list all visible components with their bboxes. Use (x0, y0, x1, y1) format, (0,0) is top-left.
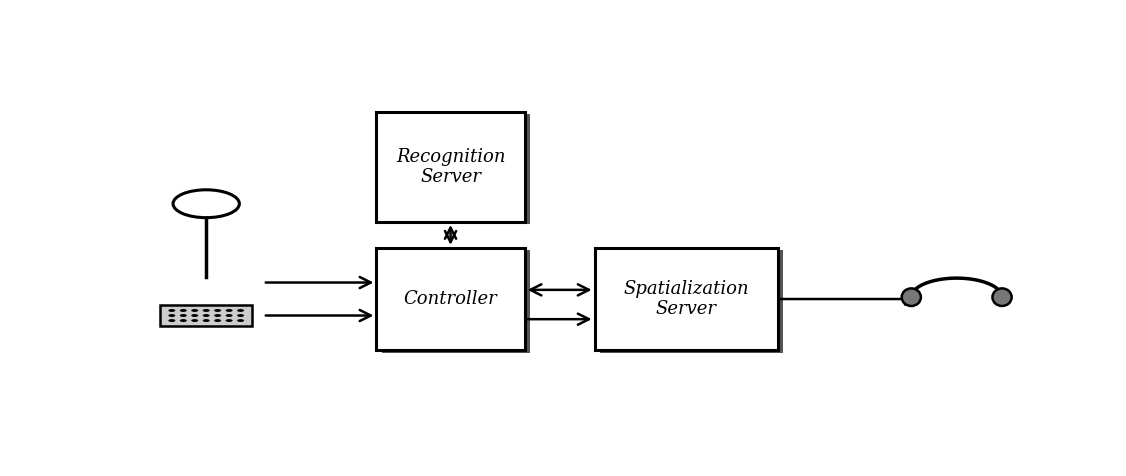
Circle shape (238, 309, 244, 312)
Circle shape (169, 314, 176, 317)
Circle shape (169, 319, 176, 322)
Circle shape (238, 319, 244, 322)
Circle shape (180, 314, 187, 317)
Bar (160, 306, 252, 326)
Circle shape (191, 319, 198, 322)
Circle shape (225, 309, 233, 312)
Circle shape (214, 314, 221, 317)
Circle shape (180, 319, 187, 322)
Text: Recognition
Server: Recognition Server (396, 148, 506, 187)
FancyBboxPatch shape (382, 250, 530, 353)
FancyBboxPatch shape (376, 248, 525, 350)
Circle shape (238, 314, 244, 317)
Circle shape (203, 314, 209, 317)
Circle shape (191, 309, 198, 312)
Circle shape (203, 309, 209, 312)
Circle shape (225, 314, 233, 317)
Text: Spatialization
Server: Spatialization Server (624, 279, 749, 318)
FancyBboxPatch shape (600, 250, 783, 353)
Circle shape (225, 319, 233, 322)
Ellipse shape (992, 288, 1011, 306)
Circle shape (169, 309, 176, 312)
Circle shape (214, 319, 221, 322)
Ellipse shape (902, 288, 921, 306)
Text: Controller: Controller (403, 290, 498, 308)
Circle shape (203, 319, 209, 322)
FancyBboxPatch shape (376, 112, 525, 222)
Circle shape (214, 309, 221, 312)
Circle shape (191, 314, 198, 317)
Circle shape (180, 309, 187, 312)
Circle shape (173, 190, 240, 218)
FancyBboxPatch shape (595, 248, 778, 350)
FancyBboxPatch shape (382, 114, 530, 224)
